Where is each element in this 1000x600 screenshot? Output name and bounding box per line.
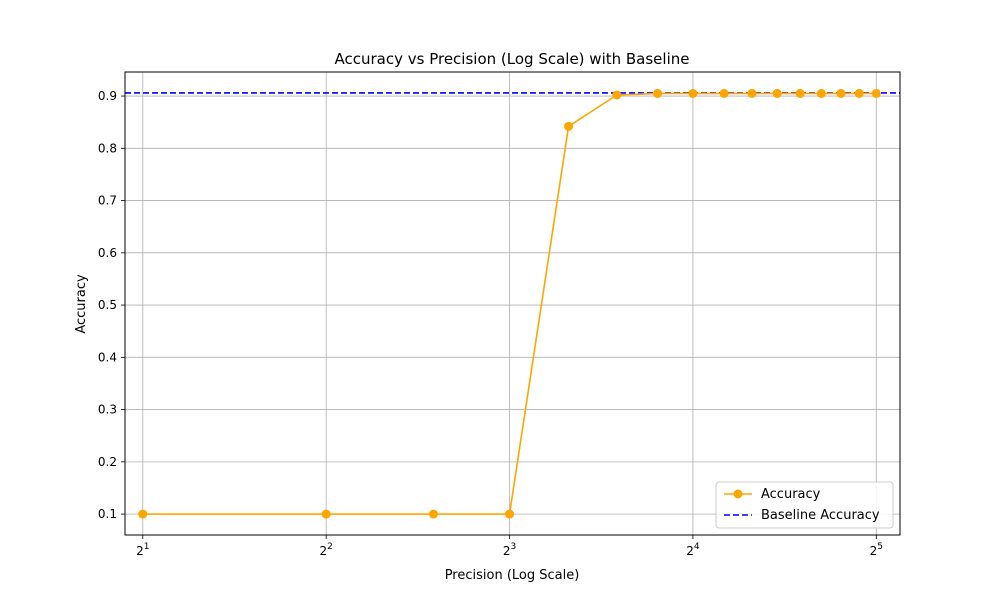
accuracy-data-point — [772, 88, 782, 98]
x-axis-label: Precision (Log Scale) — [445, 568, 580, 583]
legend-box — [715, 481, 894, 529]
x-tick-base: 2 — [319, 544, 327, 558]
x-tick-base: 2 — [136, 544, 144, 558]
y-tick-label: 0.8 — [98, 141, 117, 155]
accuracy-data-point — [836, 88, 846, 98]
legend-accuracy-marker — [733, 489, 743, 499]
accuracy-data-point — [612, 90, 622, 100]
x-tick-label: 24 — [686, 542, 700, 558]
legend-baseline-label: Baseline Accuracy — [761, 508, 880, 523]
accuracy-series-line — [142, 92, 877, 515]
accuracy-data-point — [428, 509, 438, 519]
x-tick-base: 2 — [503, 544, 511, 558]
x-tick-exponent: 3 — [510, 542, 516, 552]
y-tick-label: 0.6 — [98, 246, 117, 260]
y-tick-label: 0.9 — [98, 89, 117, 103]
accuracy-data-point — [564, 121, 574, 131]
x-tick-label: 22 — [319, 542, 332, 558]
accuracy-data-point — [688, 88, 698, 98]
y-axis-ticks: 0.1 0.2 0.3 0.4 0.5 0.6 0.7 0.8 0.9 — [98, 89, 125, 521]
y-axis-label: Accuracy — [74, 274, 89, 334]
x-axis-ticks: 21 22 23 24 25 — [136, 535, 883, 558]
x-tick-label: 21 — [136, 542, 149, 558]
chart-title: Accuracy vs Precision (Log Scale) with B… — [335, 50, 690, 68]
y-tick-label: 0.4 — [98, 350, 117, 364]
plot-area — [125, 88, 900, 519]
x-tick-exponent: 2 — [327, 542, 333, 552]
legend: Accuracy Baseline Accuracy — [715, 481, 894, 529]
accuracy-data-point — [871, 88, 881, 98]
x-tick-exponent: 5 — [877, 542, 883, 552]
accuracy-data-point — [747, 88, 757, 98]
accuracy-data-point — [854, 88, 864, 98]
y-tick-label: 0.1 — [98, 507, 117, 521]
accuracy-data-point — [321, 509, 331, 519]
x-tick-label: 25 — [870, 542, 883, 558]
accuracy-data-point — [719, 88, 729, 98]
y-tick-label: 0.7 — [98, 194, 117, 208]
x-tick-label: 23 — [503, 542, 516, 558]
x-tick-base: 2 — [686, 544, 694, 558]
accuracy-data-point — [138, 509, 148, 519]
accuracy-data-point — [505, 509, 515, 519]
accuracy-data-point — [653, 88, 663, 98]
grid-lines — [125, 72, 900, 535]
axes-frame — [124, 71, 901, 536]
y-tick-label: 0.5 — [98, 298, 117, 312]
y-tick-label: 0.3 — [98, 403, 117, 417]
x-tick-exponent: 4 — [694, 542, 700, 552]
legend-accuracy-label: Accuracy — [761, 487, 821, 502]
x-tick-exponent: 1 — [144, 542, 150, 552]
y-tick-label: 0.2 — [98, 455, 117, 469]
accuracy-data-point — [816, 88, 826, 98]
x-tick-base: 2 — [870, 544, 878, 558]
accuracy-data-point — [795, 88, 805, 98]
